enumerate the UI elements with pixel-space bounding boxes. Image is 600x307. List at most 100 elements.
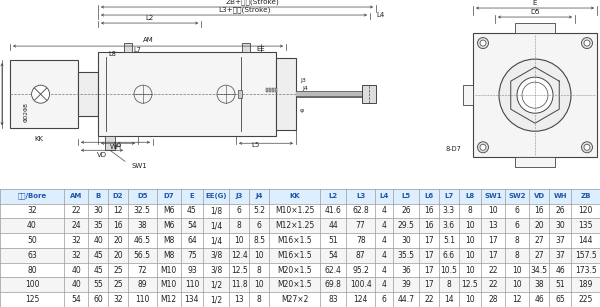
Bar bbox=[0, 278, 600, 292]
Text: 11.8: 11.8 bbox=[231, 280, 248, 289]
Text: 6: 6 bbox=[515, 221, 520, 230]
Text: 80: 80 bbox=[27, 266, 37, 274]
Bar bbox=[0, 189, 600, 204]
Text: 78: 78 bbox=[356, 236, 365, 245]
Text: 3/8: 3/8 bbox=[210, 251, 223, 260]
Bar bbox=[98, 52, 276, 136]
Text: L6: L6 bbox=[424, 193, 434, 199]
Circle shape bbox=[480, 144, 486, 150]
Text: EE: EE bbox=[257, 46, 265, 52]
Text: B: B bbox=[95, 193, 101, 199]
Text: L6: L6 bbox=[114, 142, 122, 148]
Text: M10×1.25: M10×1.25 bbox=[275, 207, 314, 216]
Text: M16×1.5: M16×1.5 bbox=[277, 251, 312, 260]
Text: 55: 55 bbox=[93, 280, 103, 289]
Text: 17: 17 bbox=[424, 236, 434, 245]
Text: 17: 17 bbox=[488, 251, 498, 260]
Text: 20: 20 bbox=[113, 251, 123, 260]
Bar bbox=[0, 204, 600, 218]
Text: 38: 38 bbox=[535, 280, 544, 289]
Text: 157.5: 157.5 bbox=[575, 251, 596, 260]
Text: L5: L5 bbox=[401, 193, 410, 199]
Bar bbox=[275, 88, 277, 92]
Text: AM: AM bbox=[70, 193, 82, 199]
Text: 144: 144 bbox=[578, 236, 593, 245]
Text: 8.5: 8.5 bbox=[253, 236, 265, 245]
Text: 60: 60 bbox=[93, 295, 103, 304]
Text: 8: 8 bbox=[515, 251, 520, 260]
Text: 46.5: 46.5 bbox=[134, 236, 151, 245]
Text: 17: 17 bbox=[488, 236, 498, 245]
Text: 54: 54 bbox=[187, 221, 197, 230]
Text: 63: 63 bbox=[27, 251, 37, 260]
Bar bbox=[269, 88, 271, 92]
Text: 87: 87 bbox=[356, 251, 365, 260]
Circle shape bbox=[584, 40, 590, 46]
Bar bbox=[0, 218, 600, 233]
Text: 28: 28 bbox=[488, 295, 498, 304]
Text: 37: 37 bbox=[556, 251, 565, 260]
Circle shape bbox=[499, 59, 571, 131]
Text: E: E bbox=[190, 193, 194, 199]
Text: 35: 35 bbox=[93, 221, 103, 230]
Text: 6.6: 6.6 bbox=[443, 251, 455, 260]
Text: D5: D5 bbox=[137, 193, 148, 199]
Text: 4: 4 bbox=[382, 236, 386, 245]
Text: 3.6: 3.6 bbox=[443, 221, 455, 230]
Text: J3: J3 bbox=[300, 78, 306, 83]
Text: 34.5: 34.5 bbox=[531, 266, 548, 274]
Text: EE(G): EE(G) bbox=[205, 193, 227, 199]
Bar bbox=[515, 157, 555, 167]
Text: 173.5: 173.5 bbox=[575, 266, 596, 274]
Text: M10: M10 bbox=[161, 280, 177, 289]
Text: 41.6: 41.6 bbox=[325, 207, 341, 216]
Text: 38: 38 bbox=[137, 221, 147, 230]
Text: 27: 27 bbox=[535, 251, 544, 260]
Text: 125: 125 bbox=[25, 295, 39, 304]
Text: 69.8: 69.8 bbox=[325, 280, 341, 289]
Bar bbox=[10, 60, 78, 128]
Text: M6: M6 bbox=[163, 221, 175, 230]
Text: 51: 51 bbox=[328, 236, 338, 245]
Text: M27×2: M27×2 bbox=[281, 295, 308, 304]
Text: L5: L5 bbox=[252, 142, 260, 148]
Bar bbox=[463, 85, 473, 105]
Text: φ: φ bbox=[300, 108, 304, 113]
Text: 64: 64 bbox=[187, 236, 197, 245]
Text: 8: 8 bbox=[515, 236, 520, 245]
Text: 8: 8 bbox=[467, 207, 472, 216]
Text: 75: 75 bbox=[187, 251, 197, 260]
Text: 16: 16 bbox=[535, 207, 544, 216]
Text: M8: M8 bbox=[163, 251, 175, 260]
Text: 10: 10 bbox=[465, 295, 475, 304]
Text: 10: 10 bbox=[512, 280, 522, 289]
Text: 10: 10 bbox=[512, 266, 522, 274]
Text: 16: 16 bbox=[424, 207, 434, 216]
Circle shape bbox=[480, 40, 486, 46]
Bar bbox=[0, 248, 600, 263]
Text: 16: 16 bbox=[113, 221, 123, 230]
Circle shape bbox=[581, 37, 593, 49]
Text: M8: M8 bbox=[163, 236, 175, 245]
Circle shape bbox=[581, 142, 593, 153]
Text: 110: 110 bbox=[135, 295, 149, 304]
Circle shape bbox=[522, 82, 548, 108]
Text: 5.1: 5.1 bbox=[443, 236, 455, 245]
Text: 45: 45 bbox=[93, 251, 103, 260]
Text: 22: 22 bbox=[71, 207, 81, 216]
Text: ΦD2ΦB: ΦD2ΦB bbox=[24, 102, 29, 122]
Text: 1/8: 1/8 bbox=[210, 207, 222, 216]
Bar bbox=[473, 33, 597, 157]
Text: 3/8: 3/8 bbox=[210, 266, 223, 274]
Text: 3.3: 3.3 bbox=[443, 207, 455, 216]
Text: 40: 40 bbox=[93, 236, 103, 245]
Text: 10: 10 bbox=[488, 207, 498, 216]
Text: 1/4: 1/4 bbox=[210, 221, 223, 230]
Text: J3: J3 bbox=[236, 193, 243, 199]
Text: 13: 13 bbox=[235, 295, 244, 304]
Text: 10: 10 bbox=[465, 221, 475, 230]
Text: 124: 124 bbox=[353, 295, 368, 304]
Text: 50: 50 bbox=[27, 236, 37, 245]
Text: 10: 10 bbox=[254, 280, 264, 289]
Text: 8: 8 bbox=[257, 295, 262, 304]
